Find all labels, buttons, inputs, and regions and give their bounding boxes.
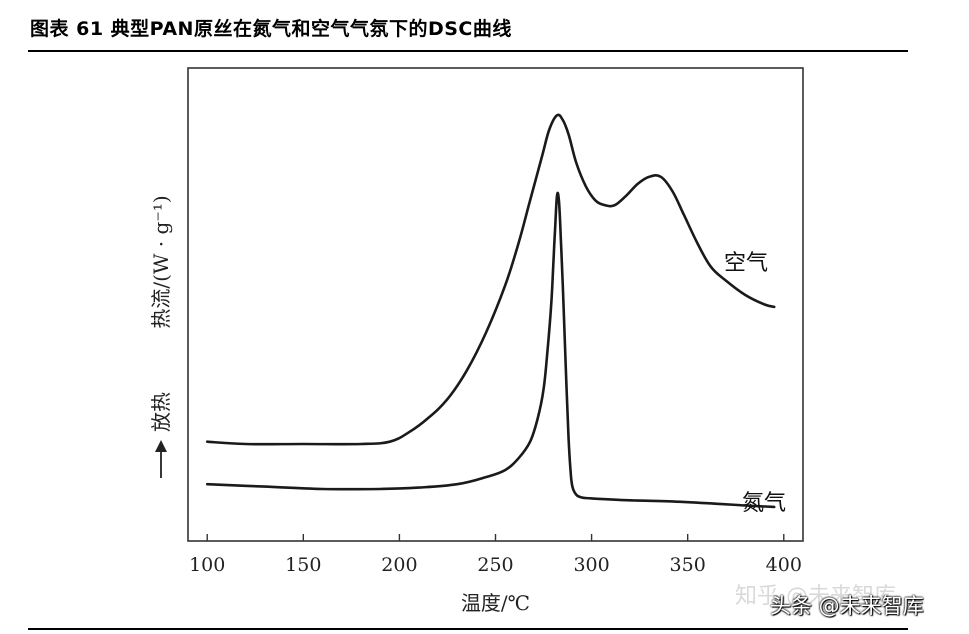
series-line-air: [205, 113, 776, 446]
x-tick-label: 250: [477, 554, 513, 576]
series-label-air: 空气: [724, 251, 768, 276]
series-label-nitrogen: 氮气: [742, 491, 786, 516]
x-tick-label: 200: [381, 554, 417, 576]
x-tick-label: 350: [670, 554, 706, 576]
exotherm-arrow-head: [155, 440, 167, 452]
watermark-zhihu: 知乎 @未来智库: [735, 584, 896, 609]
x-axis-label: 温度/℃: [461, 591, 530, 615]
top-rule: [28, 50, 908, 52]
watermark-toutiao: 头条 @未来智库: [770, 594, 924, 618]
bottom-rule: [28, 628, 908, 630]
x-tick-label: 100: [189, 554, 225, 576]
x-tick-label: 400: [766, 554, 802, 576]
plot-border: [187, 67, 804, 542]
y-axis-label: 热流/(W · g⁻¹): [149, 195, 173, 328]
figure-title: 图表 61 典型PAN原丝在氮气和空气气氛下的DSC曲线: [30, 18, 512, 40]
plot-frame: [187, 67, 804, 542]
x-tick-label: 300: [573, 554, 609, 576]
series-lines: [205, 113, 776, 509]
x-axis-ticks: 100 150 200 250 300 350 400: [189, 534, 802, 576]
x-tick-label: 150: [285, 554, 321, 576]
exotherm-label: 放热: [149, 392, 173, 432]
series-line-nitrogen: [205, 191, 776, 509]
